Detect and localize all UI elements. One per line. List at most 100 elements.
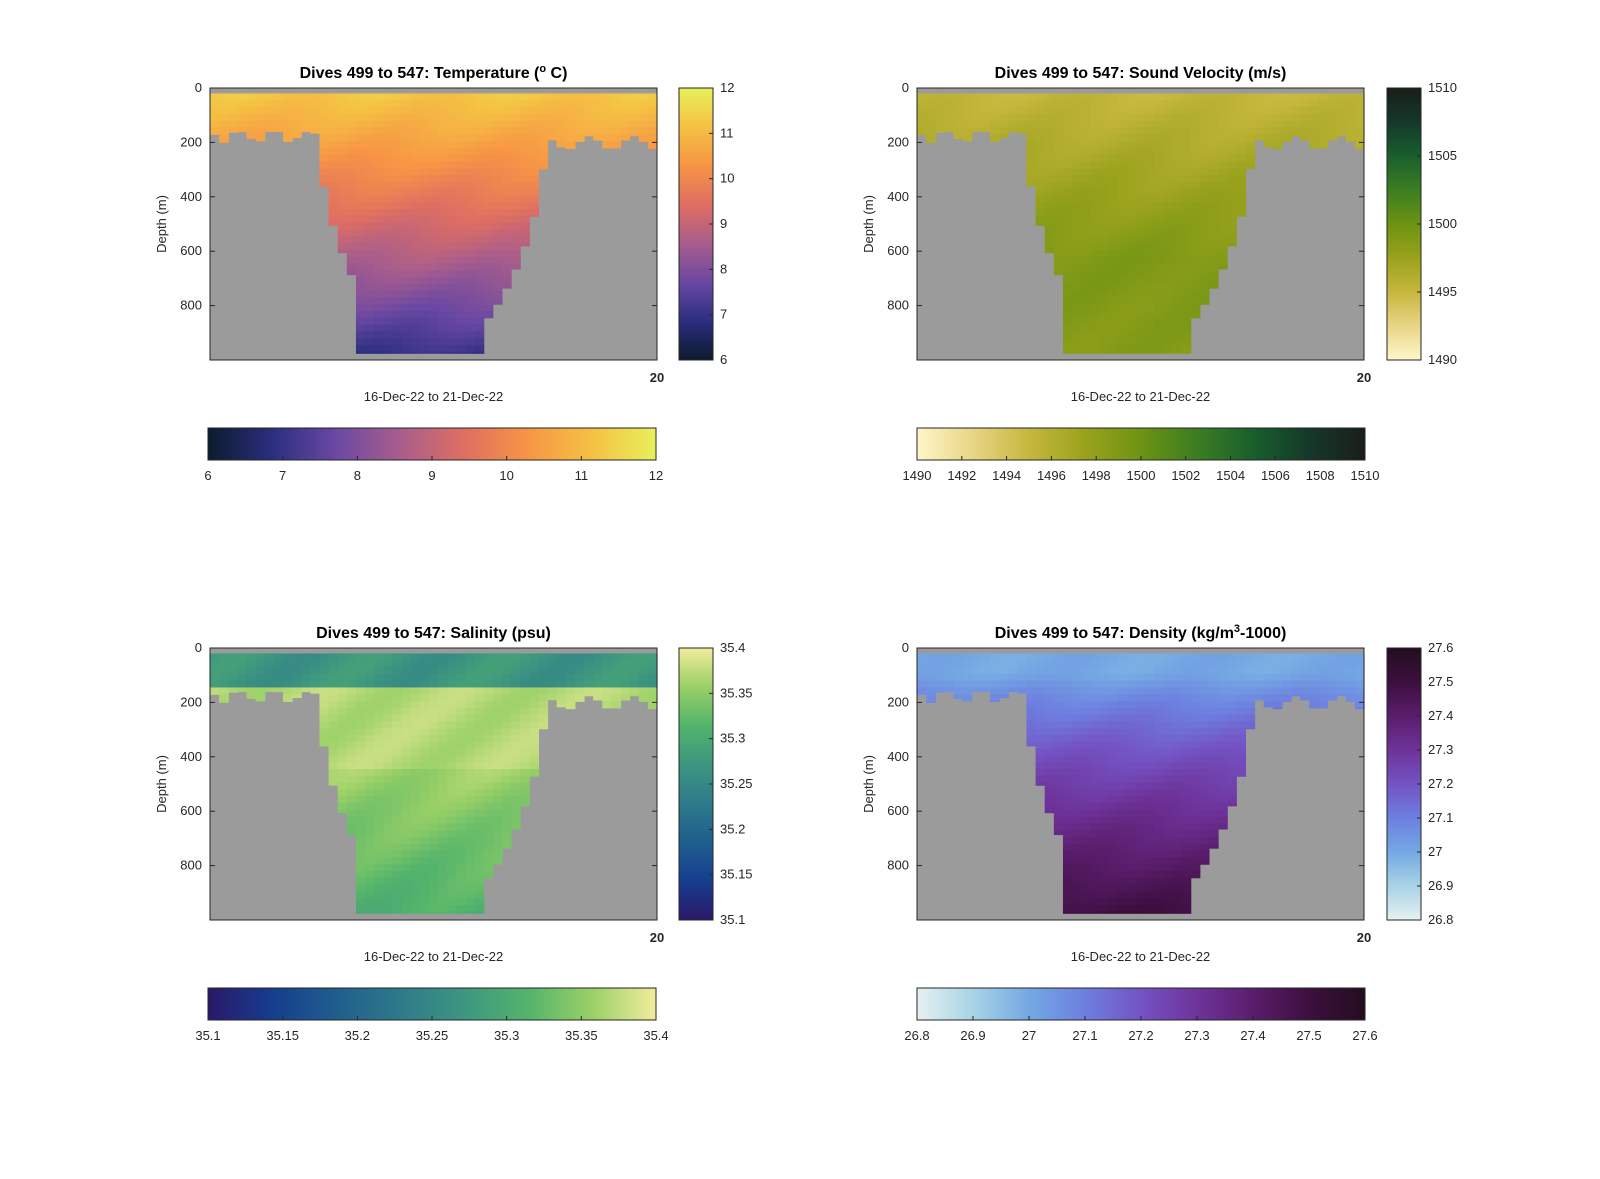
heatmap-cell — [1099, 816, 1110, 825]
heatmap-cell — [392, 209, 403, 217]
heatmap-cell — [465, 249, 476, 258]
heatmap-cell — [620, 93, 631, 101]
heatmap-cell — [1044, 229, 1055, 237]
heatmap-cell — [629, 680, 640, 689]
heatmap-cell — [1327, 93, 1338, 101]
heatmap-cell — [492, 93, 503, 101]
heatmap-cell — [438, 134, 448, 142]
heatmap-cell — [1181, 154, 1192, 163]
heatmap-cell — [410, 850, 421, 859]
heatmap-cell — [474, 843, 485, 852]
heatmap-cell — [365, 830, 375, 838]
heatmap-cell — [346, 181, 357, 190]
heatmap-cell — [1145, 93, 1155, 101]
heatmap-cell — [410, 803, 421, 811]
heatmap-cell — [1062, 345, 1073, 353]
heatmap-cell — [492, 816, 503, 825]
heatmap-cell — [1218, 694, 1228, 702]
heatmap-cell — [647, 660, 658, 668]
heatmap-cell — [511, 735, 521, 743]
heatmap-cell — [1181, 147, 1192, 156]
heatmap-cell — [328, 728, 339, 736]
heatmap-cell — [1072, 721, 1082, 729]
heatmap-cell — [1190, 161, 1201, 169]
heatmap-cell — [456, 653, 467, 661]
heatmap-cell — [602, 113, 612, 122]
heatmap-cell — [1181, 311, 1192, 319]
heatmap-cell — [989, 680, 1000, 689]
heatmap-cell — [1099, 653, 1110, 661]
heatmap-cell — [383, 809, 394, 818]
heatmap-cell — [355, 803, 366, 811]
heatmap-cell — [1181, 884, 1192, 893]
heatmap-cell — [1090, 775, 1101, 784]
heatmap-cell — [483, 762, 494, 770]
heatmap-cell — [1208, 243, 1219, 251]
heatmap-cell — [1309, 100, 1319, 108]
heatmap-cell — [355, 270, 366, 278]
heatmap-cell — [1117, 120, 1128, 129]
heatmap-cell — [1208, 120, 1219, 129]
heatmap-cell — [520, 667, 530, 675]
heatmap-cell — [1172, 154, 1183, 163]
heatmap-cell — [346, 154, 357, 163]
heatmap-cell — [989, 141, 1000, 142]
heatmap-cell — [392, 283, 403, 292]
heatmap-cell — [219, 120, 229, 129]
heatmap-cell — [428, 236, 439, 244]
heatmap-cell — [319, 714, 330, 723]
heatmap-cell — [374, 175, 384, 183]
heatmap-cell — [492, 789, 503, 797]
heatmap-cell — [456, 311, 467, 319]
heatmap-cell — [511, 263, 521, 270]
heatmap-cell — [337, 687, 348, 695]
heatmap-cell — [483, 290, 494, 299]
heatmap-cell — [1099, 222, 1110, 231]
heatmap-cell — [1199, 762, 1210, 770]
heatmap-cell — [219, 100, 229, 108]
heatmap-cell — [1345, 687, 1356, 695]
heatmap-cell — [1145, 195, 1155, 203]
heatmap-cell — [419, 229, 430, 237]
heatmap-cell — [980, 100, 991, 108]
heatmap-cell — [1126, 290, 1137, 299]
heatmap-cell — [629, 107, 640, 115]
heatmap-cell — [1208, 830, 1219, 838]
heatmap-cell — [529, 769, 540, 777]
heatmap-cell — [301, 667, 311, 675]
heatmap-cell — [1172, 270, 1183, 278]
heatmap-cell — [292, 93, 302, 101]
heatmap-cell — [401, 127, 412, 135]
heatmap-cell — [383, 660, 394, 668]
heatmap-cell — [1318, 141, 1329, 149]
heatmap-cell — [1035, 714, 1046, 723]
heatmap-cell — [355, 141, 366, 149]
heatmap-cell — [428, 728, 439, 736]
heatmap-cell — [1154, 215, 1164, 224]
heatmap-cell — [1245, 687, 1256, 695]
heatmap-cell — [1227, 188, 1237, 197]
heatmap-cell — [1145, 120, 1155, 129]
x-axis-label: 16-Dec-22 to 21-Dec-22 — [1071, 949, 1210, 964]
heatmap-cell — [1181, 188, 1192, 197]
heatmap-cell — [456, 837, 467, 845]
heatmap-cell — [392, 147, 403, 156]
heatmap-cell — [1181, 667, 1192, 675]
heatmap-cell — [511, 796, 521, 804]
heatmap-cell — [447, 898, 457, 906]
heatmap-cell — [1145, 134, 1155, 142]
heatmap-cell — [447, 877, 457, 886]
colorbar-tick-label: 26.8 — [1428, 912, 1453, 927]
heatmap-cell — [1081, 660, 1091, 668]
heatmap-cell — [219, 694, 229, 702]
heatmap-cell — [328, 141, 339, 149]
heatmap-cell — [438, 762, 448, 770]
heatmap-cell — [917, 93, 927, 101]
heatmap-cell — [292, 660, 302, 668]
heatmap-cell — [520, 188, 530, 197]
heatmap-cell — [1181, 175, 1192, 183]
heatmap-cell — [246, 687, 257, 695]
heatmap-cell — [1062, 215, 1073, 224]
heatmap-cell — [501, 803, 512, 811]
y-tick-label: 600 — [887, 803, 909, 818]
